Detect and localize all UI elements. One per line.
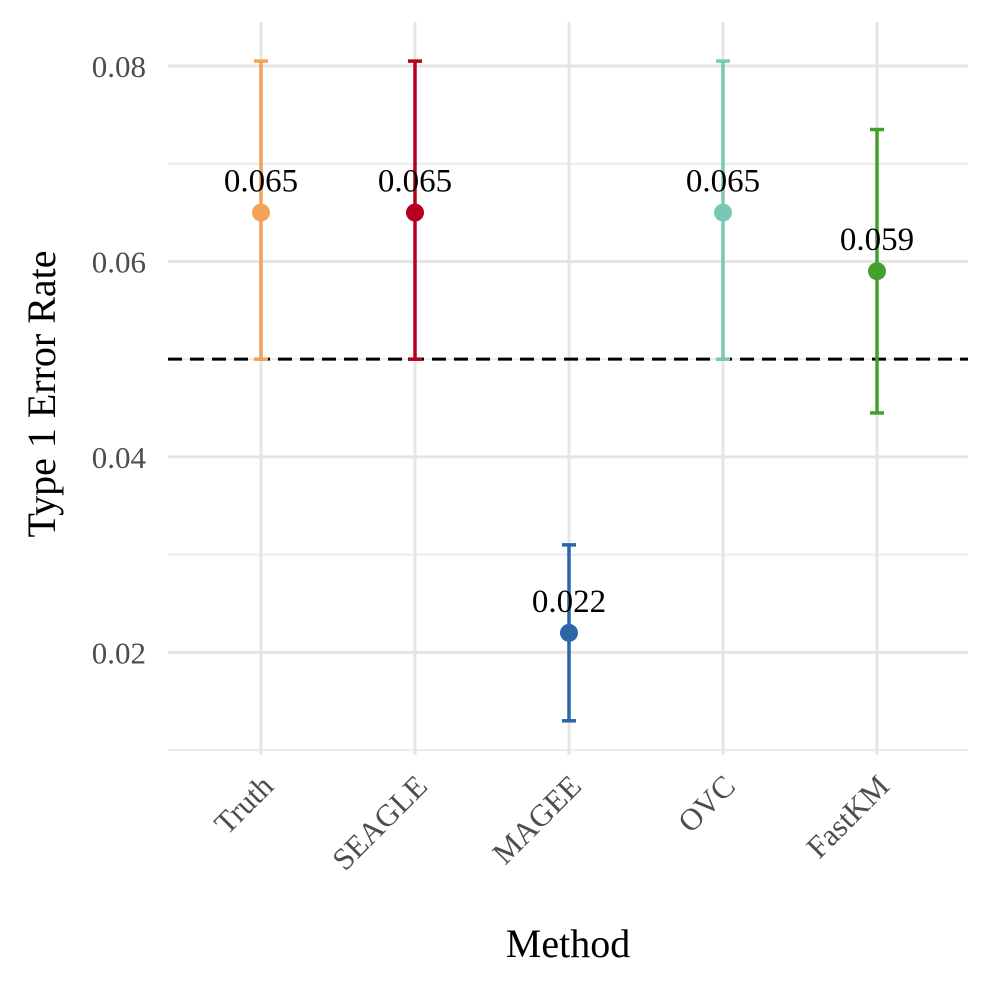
x-tick-label: OVC (671, 768, 742, 839)
x-tick-label: FastKM (799, 768, 896, 865)
axis-layer: Method Type 1 Error Rate 0.02 0.04 0.06 0.0… (19, 49, 896, 966)
x-tick-label: MAGEE (485, 768, 588, 871)
data-label: 0.065 (686, 164, 760, 200)
data-point (714, 203, 732, 222)
data-point (252, 203, 270, 222)
data-point (560, 623, 578, 642)
y-tick-label: 0.04 (92, 440, 147, 475)
y-axis-title: Type 1 Error Rate (19, 250, 64, 537)
x-tick-label: SEAGLE (325, 768, 434, 877)
data-point (868, 262, 886, 281)
data-label: 0.059 (840, 222, 914, 258)
data-label: 0.065 (378, 164, 452, 200)
x-tick-label: Truth (207, 768, 280, 841)
data-label: 0.065 (224, 164, 298, 200)
y-tick-label: 0.08 (92, 49, 146, 84)
x-axis-title: Method (506, 921, 630, 966)
labels-layer: 0.065 0.065 0.022 0.065 0.059 (224, 164, 914, 620)
y-tick-label: 0.06 (92, 244, 146, 279)
data-label: 0.022 (532, 584, 606, 620)
data-point (406, 203, 424, 222)
marks-layer (252, 59, 886, 723)
y-tick-label: 0.02 (92, 635, 146, 670)
